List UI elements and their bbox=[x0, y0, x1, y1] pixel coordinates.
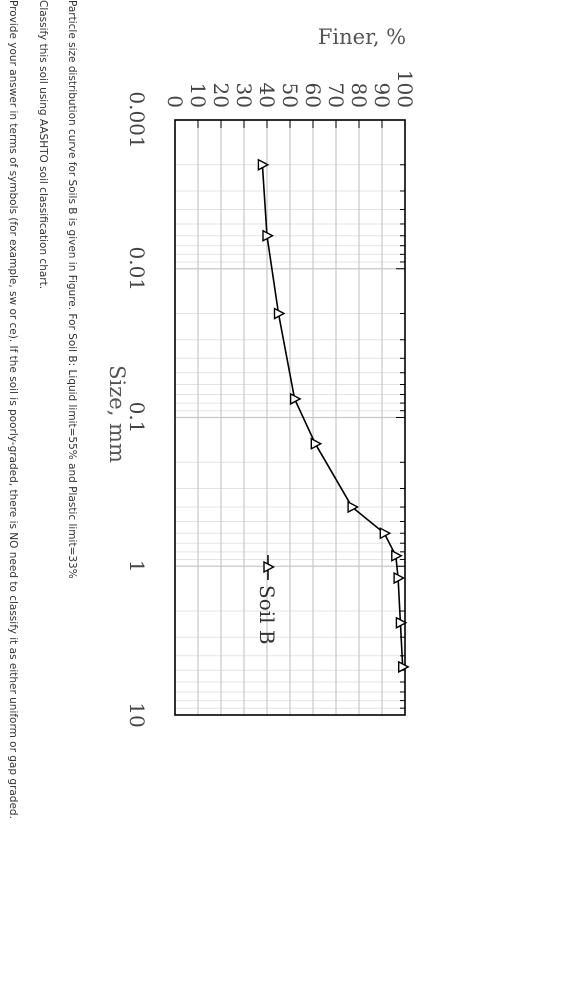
legend-label: Soil B bbox=[255, 585, 279, 645]
legend: Soil B bbox=[255, 555, 279, 645]
x-tick-label: 1 bbox=[125, 560, 149, 573]
y-axis-title: Finer, % bbox=[318, 25, 406, 49]
data-point bbox=[398, 660, 410, 674]
y-tick-label: 60 bbox=[301, 83, 325, 108]
x-tick-label: 0.01 bbox=[125, 246, 149, 291]
x-axis-title: Size, mm bbox=[105, 365, 129, 463]
data-point bbox=[289, 392, 302, 406]
data-point bbox=[395, 616, 408, 629]
ticks bbox=[174, 119, 406, 709]
y-tick-label: 50 bbox=[278, 83, 302, 108]
data-point bbox=[257, 158, 270, 171]
y-tick-label: 20 bbox=[209, 83, 233, 108]
y-tick-label: 40 bbox=[255, 83, 279, 108]
caption-line-2: Classify this soil using AASHTO soil cla… bbox=[37, 0, 49, 290]
series bbox=[257, 158, 410, 674]
caption-line-3: Provide your answer in terms of symbols … bbox=[7, 0, 19, 819]
data-point bbox=[391, 549, 403, 562]
data-point bbox=[310, 437, 323, 450]
y-tick-label: 0 bbox=[163, 95, 187, 108]
x-tick-label: 0.1 bbox=[125, 402, 149, 434]
grid bbox=[175, 119, 405, 715]
y-tick-label: 30 bbox=[232, 83, 256, 108]
data-point bbox=[379, 527, 392, 540]
data-point bbox=[273, 307, 286, 320]
legend-marker bbox=[263, 560, 276, 574]
data-point bbox=[262, 229, 275, 242]
caption-line-1: Particle size distribution curve for Soi… bbox=[66, 0, 78, 579]
y-tick-label: 80 bbox=[347, 83, 371, 108]
y-tick-label: 90 bbox=[370, 83, 394, 108]
x-tick-label: 0.001 bbox=[125, 91, 149, 148]
x-tick-label: 10 bbox=[125, 702, 149, 727]
y-tick-label: 100 bbox=[393, 70, 417, 108]
data-point bbox=[393, 571, 406, 585]
data-point bbox=[347, 500, 360, 514]
y-tick-label: 10 bbox=[186, 83, 210, 108]
y-tick-label: 70 bbox=[324, 83, 348, 108]
